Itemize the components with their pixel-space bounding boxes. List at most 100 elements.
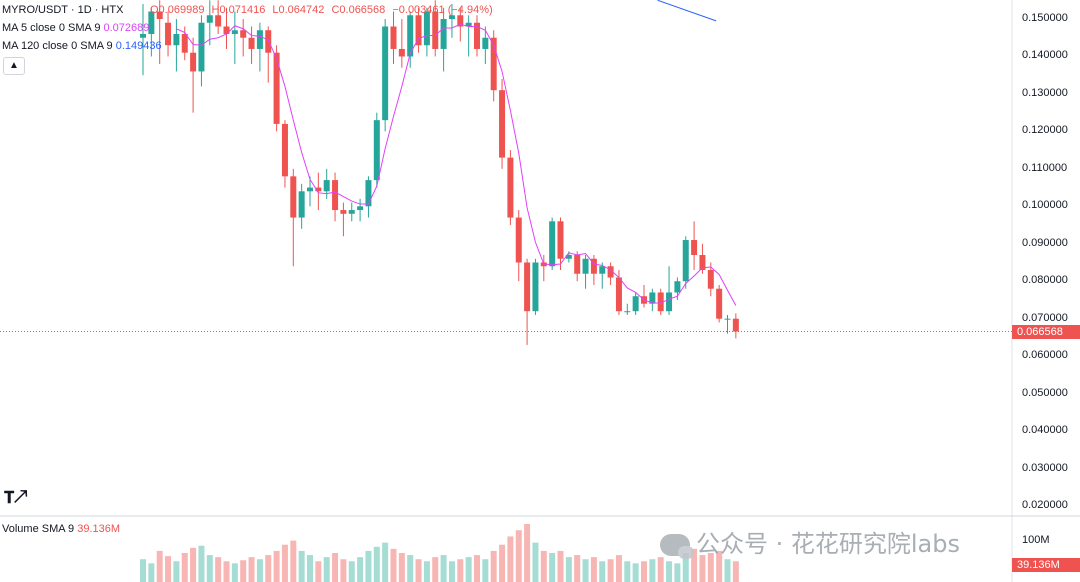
volume-bar [365,550,372,582]
volume-bar [574,555,581,582]
volume-bar [666,561,673,582]
candle-body [557,221,564,259]
ma120-label: MA 120 close 0 SMA 9 [2,40,113,52]
candle-body [574,255,581,274]
price-axis-tick: 0.060000 [1022,349,1068,362]
volume-bar [724,559,731,582]
change-value: −0.003461 (−4.94%) [392,4,493,16]
volume-bar [440,555,447,582]
current-volume-tag: 39.136M [1012,558,1080,572]
current-price-tag: 0.066568 [1012,324,1080,339]
candle-body [365,180,372,207]
volume-bar [657,557,664,582]
candle-body [732,318,739,332]
candle-body [524,262,531,312]
price-axis-tick: 0.130000 [1022,86,1068,99]
current-price-text: 0.066568 [1017,325,1063,338]
volume-bar [181,553,188,582]
candle-body [549,221,556,267]
volume-bar [415,559,422,582]
volume-bar [281,544,288,582]
candle-body [248,37,255,49]
candle-body [699,255,706,270]
volume-bar [507,536,514,582]
volume-bar [557,550,564,582]
volume-bar [465,557,472,582]
volume-bar [323,557,330,582]
candle-body [265,30,272,53]
candle-body [465,22,472,27]
price-axis-tick: 0.120000 [1022,124,1068,137]
volume-bar [474,555,480,582]
candle-body [273,52,280,124]
price-axis-tick: 0.050000 [1022,386,1068,399]
volume-legend[interactable]: Volume SMA 9 39.136M [2,523,120,535]
volume-bar [248,557,255,582]
open-value: O0.069989 [150,4,205,16]
candle-body [682,240,689,282]
price-axis-tick: 0.070000 [1022,311,1068,324]
symbol-title[interactable]: MYRO/USDT · 1D · HTX [2,4,124,16]
candle-body [240,30,247,38]
candle-body [198,22,205,72]
volume-bar [524,524,531,582]
candle-body [323,180,330,192]
legend-collapse-button[interactable]: ▲ [3,57,25,75]
chevron-up-icon: ▲ [9,60,19,71]
volume-bar [332,553,339,582]
volume-bar [423,561,430,582]
ma120-line [657,0,717,22]
candle-body [674,281,681,293]
volume-bar [223,561,230,582]
volume-bar [240,560,247,582]
ma5-label: MA 5 close 0 SMA 9 [2,22,101,34]
price-axis-tick: 0.110000 [1022,161,1068,174]
ma5-line [176,23,737,306]
candle-body [615,277,622,312]
candle-body [340,210,347,214]
volume-bar [515,530,522,582]
volume-bar [615,555,622,582]
low-value: L0.064742 [272,4,325,16]
current-volume-text: 39.136M [1017,559,1060,571]
volume-bar [699,555,706,582]
volume-bar [649,559,656,582]
volume-bar [565,557,572,582]
ma120-legend[interactable]: MA 120 close 0 SMA 9 0.149436 [2,40,162,52]
volume-bar [599,561,606,582]
symbol-legend[interactable]: MYRO/USDT · 1D · HTX [2,4,123,16]
volume-bar [590,557,597,582]
candle-body [307,187,313,192]
candle-body [499,90,506,158]
volume-bar [398,553,405,582]
volume-bar [674,563,681,582]
volume-bar [707,553,714,582]
volume-bar [273,550,280,582]
volume-bar [198,545,205,582]
volume-bar [340,559,347,582]
volume-bar [148,563,155,582]
volume-bar [215,557,222,582]
price-axis-tick: 0.080000 [1022,274,1068,287]
volume-bar [490,550,497,582]
volume-bar [549,553,556,582]
candle-body [190,52,197,72]
candle-body [432,11,439,49]
candle-body [482,37,489,49]
candles [140,0,739,345]
candle-body [181,33,188,53]
candle-body [390,26,397,49]
candle-body [599,266,606,274]
volume-bar [432,557,439,582]
volume-bar [190,547,197,582]
candle-body [398,48,405,57]
candle-body [140,33,146,38]
ma5-value: 0.072689 [103,22,150,34]
volume-bar [582,559,589,582]
candle-body [490,37,497,91]
tradingview-logo-icon[interactable]: 𝐓↗ [4,490,28,507]
candle-body [206,15,213,23]
ma5-legend[interactable]: MA 5 close 0 SMA 9 0.072689 [2,22,149,34]
candle-body [223,26,230,34]
